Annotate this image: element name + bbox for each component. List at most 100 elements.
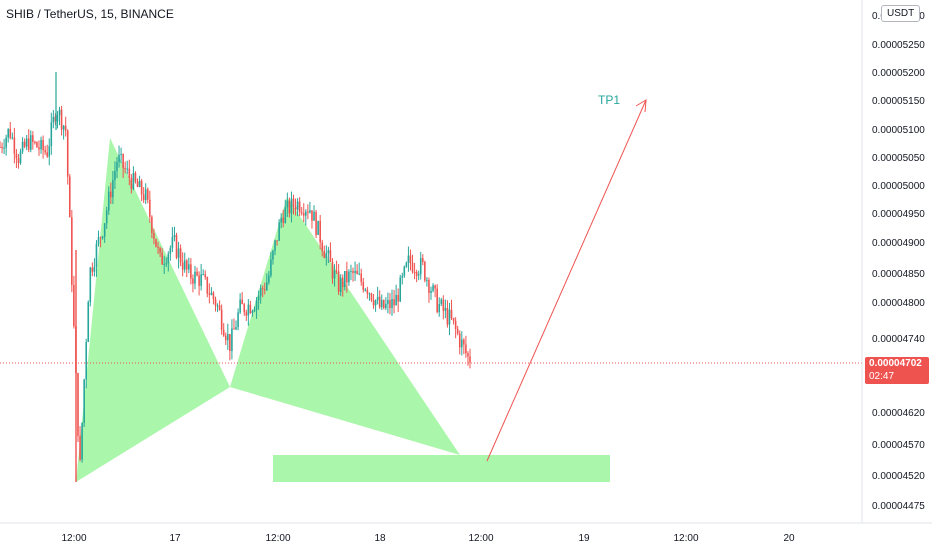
candle-body [124, 168, 126, 170]
candle-body [105, 210, 108, 224]
candle-body [417, 274, 420, 276]
candle-body [71, 217, 73, 285]
candle-body [450, 309, 453, 318]
candle-body [290, 198, 293, 214]
candle-body [302, 213, 305, 216]
candle-body [378, 296, 381, 308]
time-tick-label: 17 [169, 533, 181, 544]
candle-body [15, 153, 18, 159]
candle-body [424, 261, 426, 281]
candle-body [368, 293, 371, 295]
candle-body [411, 262, 414, 272]
candle-body [58, 109, 61, 116]
candle-body [284, 207, 287, 223]
candle-body [17, 158, 20, 164]
candle-body [321, 242, 324, 252]
candle-body [385, 303, 387, 309]
candle-body [206, 277, 209, 294]
candle-body [333, 270, 336, 279]
candle-body [442, 299, 445, 311]
candle-body [151, 216, 153, 233]
candle-body [79, 435, 81, 460]
target-zone[interactable] [273, 455, 610, 482]
candle-body [389, 299, 391, 309]
price-tick-label: 0.00004900 [872, 238, 925, 249]
target-zone-box [273, 455, 610, 482]
price-tick-label: 0.00004740 [872, 334, 925, 345]
last-price-value: 0.00004702 [869, 358, 922, 369]
price-tick-label: 0.00004800 [872, 298, 925, 309]
candle-body [50, 122, 53, 147]
arrow-head [635, 99, 647, 113]
time-tick-label: 19 [578, 533, 590, 544]
candle-body [235, 327, 237, 330]
candle-body [444, 308, 447, 311]
candle-body [399, 277, 402, 302]
candle-body [274, 240, 276, 251]
candle-body [372, 300, 375, 306]
candle-body [407, 255, 410, 263]
candle-body [405, 262, 408, 267]
candle-body [456, 328, 459, 334]
time-axis[interactable]: 12:00 17 12:00 18 12:00 19 12:00 20 [61, 533, 795, 544]
arrow-shaft [486, 99, 647, 462]
candle-body [38, 147, 40, 150]
candle-body [393, 299, 395, 306]
candle-body [153, 232, 155, 239]
candle-body [163, 263, 165, 265]
symbol-title[interactable]: SHIB / TetherUS, 15, BINANCE [6, 7, 174, 21]
candle-body [216, 305, 219, 307]
candle-body [23, 141, 26, 147]
candle-body [282, 217, 285, 223]
price-tick-label: 0.00004620 [872, 408, 925, 419]
bar-countdown: 02:47 [869, 371, 895, 382]
candle-body [387, 299, 389, 304]
price-tick-label: 0.00004520 [872, 471, 925, 482]
harmonic-pattern[interactable] [76, 138, 460, 482]
candle-body [146, 189, 149, 200]
candle-body [227, 334, 229, 341]
last-price-tag: 0.00004702 02:47 [865, 357, 929, 384]
candle-body [341, 277, 344, 288]
candle-body [403, 266, 406, 276]
candle-body [149, 199, 151, 217]
candle-body [179, 248, 182, 263]
candle-body [159, 247, 161, 253]
candle-body [25, 138, 28, 147]
target-arrow[interactable] [486, 99, 647, 462]
candle-body [463, 339, 465, 345]
currency-button[interactable]: USDT [881, 5, 921, 22]
candle-body [0, 146, 1, 148]
candle-body [175, 235, 178, 258]
candle-body [419, 258, 422, 275]
candle-body [438, 304, 441, 313]
candle-body [167, 253, 170, 264]
candle-body [202, 274, 204, 276]
candle-body [339, 277, 342, 292]
candle-body [46, 152, 49, 157]
candle-body [313, 211, 315, 221]
candle-body [192, 278, 194, 284]
candle-body [132, 172, 135, 189]
candle-body [370, 293, 373, 301]
candle-body [66, 130, 69, 177]
candle-body [181, 262, 184, 270]
price-tick-label: 0.00005150 [872, 96, 925, 107]
price-axis[interactable]: 0.000053000.000052500.000052000.00005150… [872, 11, 925, 512]
candle-body [56, 115, 59, 122]
candle-body [294, 206, 297, 210]
candle-body [253, 309, 256, 312]
candle-body [266, 282, 268, 290]
candle-body [171, 236, 174, 248]
price-tick-label: 0.00005250 [872, 40, 925, 51]
candle-body [107, 191, 110, 211]
candle-body [44, 150, 46, 153]
candle-body [52, 116, 55, 123]
candle-body [288, 200, 291, 214]
candle-body [91, 267, 94, 272]
candle-body [432, 285, 434, 291]
candle-body [155, 238, 157, 247]
pattern-xab-triangle [76, 138, 230, 482]
candle-body [465, 344, 467, 354]
